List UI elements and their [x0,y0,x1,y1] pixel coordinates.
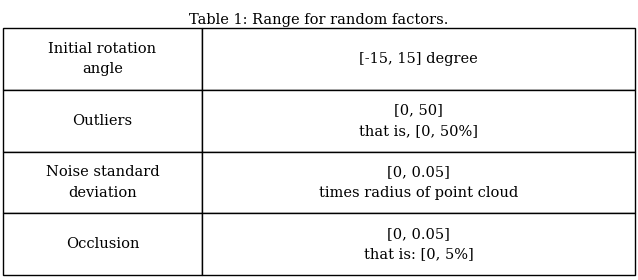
Bar [3,90,202,151]
Bar [202,28,635,90]
Bar [3,151,202,213]
Bar [3,28,202,90]
Text: [0, 0.05]
times radius of point cloud: [0, 0.05] times radius of point cloud [319,165,518,200]
Text: [0, 50]
that is, [0, 50%]: [0, 50] that is, [0, 50%] [359,103,478,138]
Text: Table 1: Range for random factors.: Table 1: Range for random factors. [189,13,449,27]
Bar [202,151,635,213]
Bar [202,90,635,151]
Bar [202,213,635,275]
Text: Outliers: Outliers [73,114,133,128]
Text: [0, 0.05]
that is: [0, 5%]: [0, 0.05] that is: [0, 5%] [364,227,473,262]
Text: Occlusion: Occlusion [66,237,139,251]
Text: Noise standard
deviation: Noise standard deviation [46,165,160,200]
Text: [-15, 15] degree: [-15, 15] degree [359,52,478,66]
Bar [3,213,202,275]
Text: Initial rotation
angle: Initial rotation angle [48,41,156,76]
